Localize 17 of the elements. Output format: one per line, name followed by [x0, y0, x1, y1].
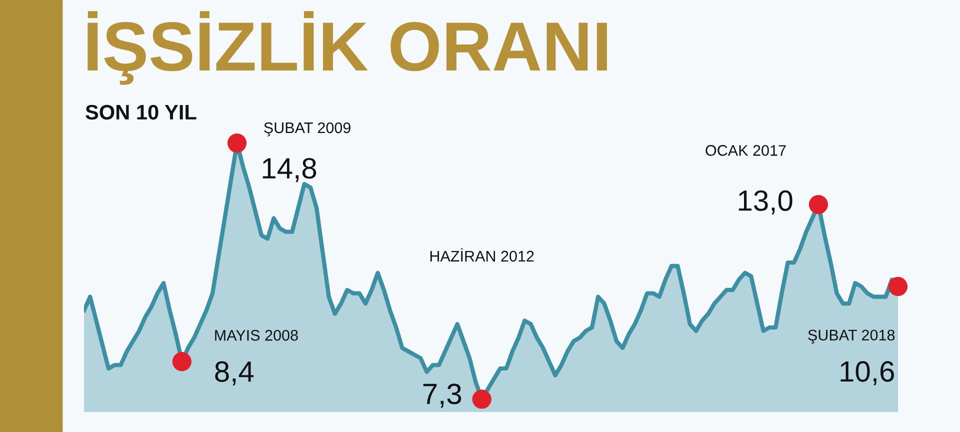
- point: [472, 390, 492, 409]
- point: [227, 133, 247, 153]
- data-label: 8,4: [215, 361, 254, 386]
- point: [808, 194, 828, 214]
- data-label: 10,6: [840, 361, 894, 386]
- annotation: HAZİRAN 2012: [430, 248, 534, 262]
- data-label: 13,0: [738, 190, 792, 214]
- data-label: 14,8: [262, 158, 316, 182]
- annotation: MAYIS 2008: [215, 330, 298, 341]
- chart-title: İŞSİZLİK ORANI: [88, 11, 607, 85]
- annotation: ŞUBAT 2018: [808, 330, 895, 344]
- data-label: 7,3: [423, 384, 462, 408]
- chart-subtitle: SON 10 YIL: [86, 104, 196, 120]
- annotation: OCAK 2017: [706, 145, 786, 156]
- text: ŞUBAT 2009: [264, 122, 350, 136]
- point: [172, 352, 192, 372]
- point: [888, 276, 908, 296]
